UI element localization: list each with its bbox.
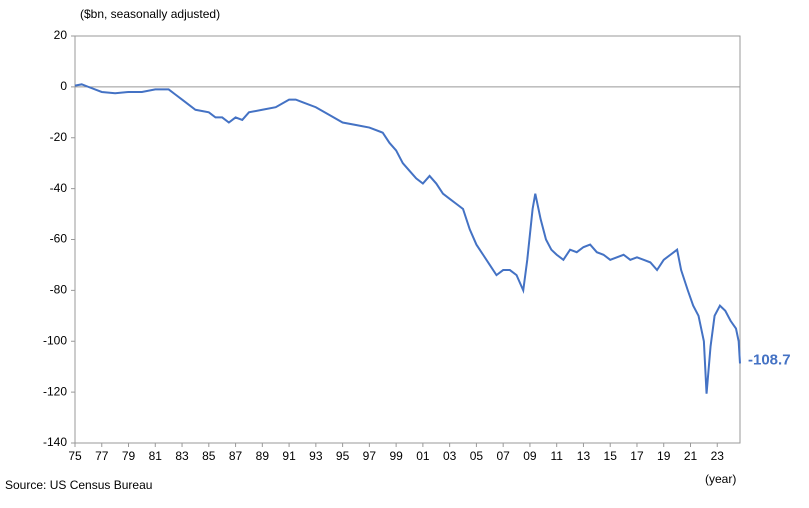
x-tick-label: 11 (550, 449, 563, 463)
y-axis-label: ($bn, seasonally adjusted) (80, 7, 220, 21)
x-tick-label: 79 (122, 449, 136, 463)
x-tick-label: 77 (95, 449, 109, 463)
x-tick-label: 85 (202, 449, 216, 463)
y-tick-label: -140 (43, 435, 67, 449)
x-tick-label: 07 (496, 449, 510, 463)
x-tick-label: 81 (149, 449, 163, 463)
source: Source: US Census Bureau (5, 478, 152, 492)
y-tick-label: -40 (50, 181, 68, 195)
x-tick-label: 75 (68, 449, 82, 463)
x-tick-label: 03 (443, 449, 457, 463)
x-tick-label: 13 (577, 449, 591, 463)
x-tick-label: 89 (256, 449, 270, 463)
x-tick-label: 93 (309, 449, 323, 463)
x-tick-label: 01 (416, 449, 430, 463)
y-tick-label: 0 (60, 79, 67, 93)
x-tick-label: 83 (175, 449, 189, 463)
x-tick-label: 21 (684, 449, 698, 463)
x-tick-label: 15 (604, 449, 618, 463)
x-tick-label: 99 (389, 449, 403, 463)
x-tick-label: 05 (470, 449, 484, 463)
x-tick-label: 09 (523, 449, 537, 463)
y-tick-label: -20 (50, 130, 68, 144)
x-tick-label: 17 (630, 449, 644, 463)
y-tick-label: -120 (43, 384, 67, 398)
x-tick-label: 97 (363, 449, 377, 463)
last-value-label: -108.7 (748, 351, 791, 368)
y-tick-label: -80 (50, 283, 68, 297)
x-tick-label: 19 (657, 449, 671, 463)
x-tick-label: 23 (711, 449, 725, 463)
x-tick-label: 91 (282, 449, 296, 463)
plot-area (74, 35, 741, 444)
x-axis-label: (year) (705, 472, 736, 486)
series-line (74, 83, 741, 394)
y-tick-label: 20 (54, 28, 68, 42)
y-tick-label: -60 (50, 232, 68, 246)
y-tick-label: -100 (43, 333, 67, 347)
x-tick-label: 87 (229, 449, 243, 463)
x-tick-label: 95 (336, 449, 350, 463)
